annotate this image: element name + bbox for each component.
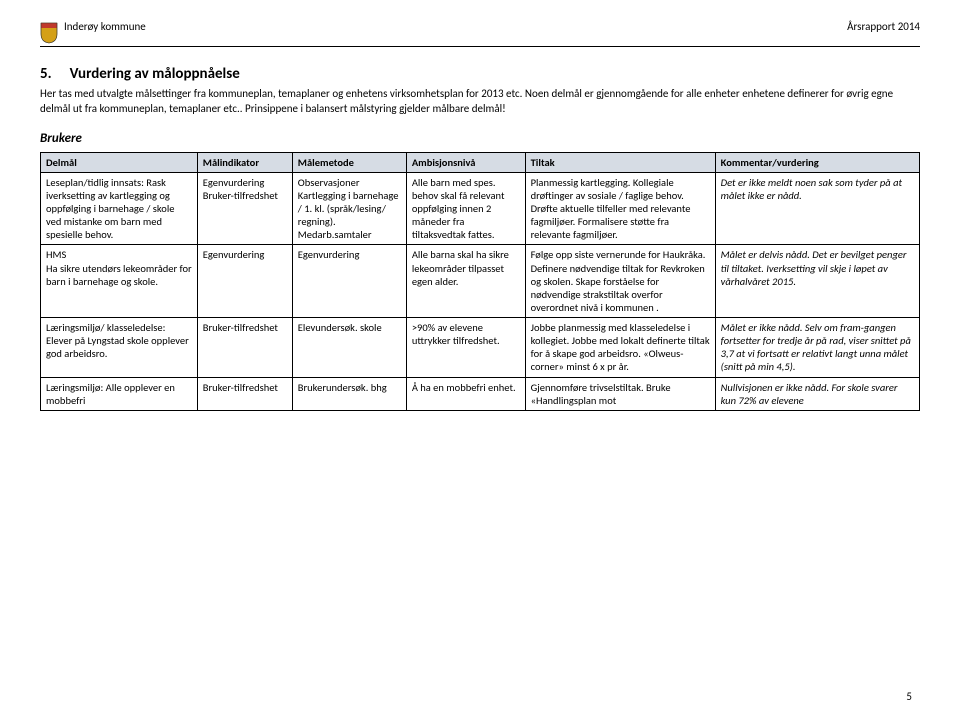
- table-cell: Det er ikke meldt noen sak som tyder på …: [715, 172, 919, 245]
- table-cell: Egenvurdering: [292, 245, 406, 318]
- goals-table: Delmål Målindikator Målemetode Ambisjons…: [40, 152, 920, 411]
- table-cell: Læringsmiljø/ klasseledelse: Elever på L…: [41, 318, 198, 378]
- col-ambisjonsniva: Ambisjonsnivå: [406, 152, 525, 172]
- section-number: 5.: [40, 65, 52, 83]
- section-intro: Her tas med utvalgte målsettinger fra ko…: [40, 87, 920, 117]
- col-kommentar: Kommentar/vurdering: [715, 152, 919, 172]
- table-cell: Alle barn med spes. behov skal få releva…: [406, 172, 525, 245]
- table-cell: Egenvurdering: [197, 245, 292, 318]
- table-cell: Nullvisjonen er ikke nådd. For skole sva…: [715, 377, 919, 410]
- table-row: Læringsmiljø/ klasseledelse: Elever på L…: [41, 318, 920, 378]
- page-number: 5: [906, 690, 912, 703]
- table-row: HMSHa sikre utendørs lekeområder for bar…: [41, 245, 920, 318]
- table-cell: Alle barna skal ha sikre lekeområder til…: [406, 245, 525, 318]
- table-cell: Følge opp siste vernerunde for Haukråka.…: [525, 245, 715, 318]
- table-cell: >90% av elevene uttrykker tilfredshet.: [406, 318, 525, 378]
- table-row: Leseplan/tidlig innsats: Rask iverksetti…: [41, 172, 920, 245]
- table-cell: Planmessig kartlegging. Kollegiale drøft…: [525, 172, 715, 245]
- section-heading: 5. Vurdering av måloppnåelse: [40, 65, 920, 83]
- table-cell: Å ha en mobbefri enhet.: [406, 377, 525, 410]
- table-header-row: Delmål Målindikator Målemetode Ambisjons…: [41, 152, 920, 172]
- col-delmal: Delmål: [41, 152, 198, 172]
- table-cell: Jobbe planmessig med klasseledelse i kol…: [525, 318, 715, 378]
- col-malemetode: Målemetode: [292, 152, 406, 172]
- municipality-name: Inderøy kommune: [64, 20, 146, 33]
- subheading-brukere: Brukere: [40, 131, 920, 146]
- table-row: Læringsmiljø: Alle opplever en mobbefriB…: [41, 377, 920, 410]
- table-cell: HMSHa sikre utendørs lekeområder for bar…: [41, 245, 198, 318]
- table-cell: Egenvurdering Bruker-tilfredshet: [197, 172, 292, 245]
- table-cell: Elevundersøk. skole: [292, 318, 406, 378]
- table-cell: Målet er delvis nådd. Det er bevilget pe…: [715, 245, 919, 318]
- table-cell: Observasjoner Kartlegging i barnehage / …: [292, 172, 406, 245]
- section-title: Vurdering av måloppnåelse: [70, 65, 240, 83]
- municipality-shield-icon: [40, 22, 58, 44]
- table-cell: Leseplan/tidlig innsats: Rask iverksetti…: [41, 172, 198, 245]
- table-cell: Gjennomføre trivselstiltak. Bruke «Handl…: [525, 377, 715, 410]
- col-malindikator: Målindikator: [197, 152, 292, 172]
- col-tiltak: Tiltak: [525, 152, 715, 172]
- table-cell: Bruker-tilfredshet: [197, 377, 292, 410]
- table-cell: Bruker-tilfredshet: [197, 318, 292, 378]
- table-cell: Målet er ikke nådd. Selv om fram-gangen …: [715, 318, 919, 378]
- page-header: Inderøy kommune Årsrapport 2014: [40, 20, 920, 47]
- header-left: Inderøy kommune: [40, 20, 146, 44]
- table-cell: Brukerundersøk. bhg: [292, 377, 406, 410]
- table-cell: Læringsmiljø: Alle opplever en mobbefri: [41, 377, 198, 410]
- report-title: Årsrapport 2014: [847, 20, 920, 33]
